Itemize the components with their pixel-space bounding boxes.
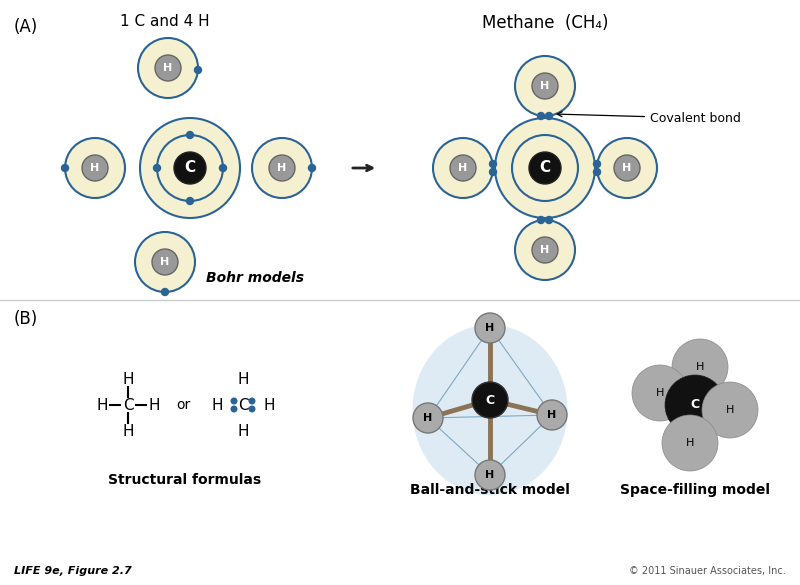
- Circle shape: [702, 382, 758, 438]
- Text: Structural formulas: Structural formulas: [109, 473, 262, 487]
- Text: H: H: [96, 397, 108, 412]
- Circle shape: [433, 138, 493, 198]
- Text: H: H: [622, 163, 632, 173]
- Text: H: H: [278, 163, 286, 173]
- Text: H: H: [122, 371, 134, 387]
- Circle shape: [546, 112, 553, 119]
- Circle shape: [194, 67, 202, 74]
- Circle shape: [219, 164, 226, 171]
- Text: H: H: [486, 323, 494, 333]
- Text: H: H: [163, 63, 173, 73]
- Text: Methane  (CH₄): Methane (CH₄): [482, 14, 608, 32]
- Text: H: H: [726, 405, 734, 415]
- Circle shape: [490, 160, 497, 167]
- Circle shape: [594, 168, 601, 176]
- Circle shape: [495, 118, 595, 218]
- Circle shape: [632, 365, 688, 421]
- Circle shape: [138, 38, 198, 98]
- Text: Bohr models: Bohr models: [206, 271, 304, 285]
- Text: (A): (A): [14, 18, 38, 36]
- Text: H: H: [686, 438, 694, 448]
- Circle shape: [532, 237, 558, 263]
- Text: H: H: [211, 397, 222, 412]
- Circle shape: [269, 155, 295, 181]
- Text: or: or: [176, 398, 190, 412]
- Text: C: C: [486, 394, 494, 407]
- Circle shape: [532, 73, 558, 99]
- Circle shape: [186, 198, 194, 205]
- Circle shape: [538, 216, 545, 223]
- Text: H: H: [540, 81, 550, 91]
- Ellipse shape: [413, 325, 567, 495]
- Text: Covalent bond: Covalent bond: [557, 112, 741, 125]
- Circle shape: [152, 249, 178, 275]
- Text: Space-filling model: Space-filling model: [620, 483, 770, 497]
- Text: LIFE 9e, Figure 2.7: LIFE 9e, Figure 2.7: [14, 566, 132, 576]
- Text: C: C: [185, 160, 195, 176]
- Circle shape: [231, 398, 237, 404]
- Text: H: H: [263, 397, 274, 412]
- Text: H: H: [90, 163, 100, 173]
- Circle shape: [174, 152, 206, 184]
- Circle shape: [537, 400, 567, 430]
- Text: H: H: [238, 371, 249, 387]
- Text: H: H: [540, 245, 550, 255]
- Circle shape: [475, 460, 505, 490]
- Circle shape: [82, 155, 108, 181]
- Circle shape: [413, 403, 443, 433]
- Circle shape: [594, 160, 601, 167]
- Circle shape: [665, 375, 725, 435]
- Circle shape: [512, 135, 578, 201]
- Circle shape: [62, 164, 69, 171]
- Circle shape: [162, 288, 169, 295]
- Circle shape: [490, 168, 497, 176]
- Circle shape: [135, 232, 195, 292]
- Text: 1 C and 4 H: 1 C and 4 H: [120, 14, 210, 29]
- Text: H: H: [458, 163, 468, 173]
- Circle shape: [672, 339, 728, 395]
- Circle shape: [472, 382, 508, 418]
- Text: Ball-and-stick model: Ball-and-stick model: [410, 483, 570, 497]
- Circle shape: [231, 406, 237, 412]
- Circle shape: [252, 138, 312, 198]
- Circle shape: [529, 152, 561, 184]
- Text: C: C: [690, 398, 699, 411]
- Text: H: H: [160, 257, 170, 267]
- Circle shape: [546, 216, 553, 223]
- Circle shape: [515, 56, 575, 116]
- Text: H: H: [148, 397, 160, 412]
- Text: C: C: [238, 397, 248, 412]
- Text: C: C: [539, 160, 550, 176]
- Circle shape: [140, 118, 240, 218]
- Text: H: H: [656, 388, 664, 398]
- Text: © 2011 Sinauer Associates, Inc.: © 2011 Sinauer Associates, Inc.: [630, 566, 786, 576]
- Circle shape: [250, 406, 254, 412]
- Circle shape: [155, 55, 181, 81]
- Circle shape: [515, 220, 575, 280]
- Text: (B): (B): [14, 310, 38, 328]
- Circle shape: [250, 398, 254, 404]
- Circle shape: [154, 164, 161, 171]
- Circle shape: [662, 415, 718, 471]
- Text: H: H: [547, 410, 557, 420]
- Circle shape: [597, 138, 657, 198]
- Text: H: H: [238, 424, 249, 439]
- Circle shape: [538, 112, 545, 119]
- Text: H: H: [122, 424, 134, 439]
- Circle shape: [614, 155, 640, 181]
- Circle shape: [309, 164, 315, 171]
- Circle shape: [65, 138, 125, 198]
- Circle shape: [186, 132, 194, 139]
- Circle shape: [475, 313, 505, 343]
- Text: C: C: [122, 397, 134, 412]
- Text: H: H: [696, 362, 704, 372]
- Circle shape: [450, 155, 476, 181]
- Circle shape: [157, 135, 223, 201]
- Text: H: H: [486, 470, 494, 480]
- Text: H: H: [423, 413, 433, 423]
